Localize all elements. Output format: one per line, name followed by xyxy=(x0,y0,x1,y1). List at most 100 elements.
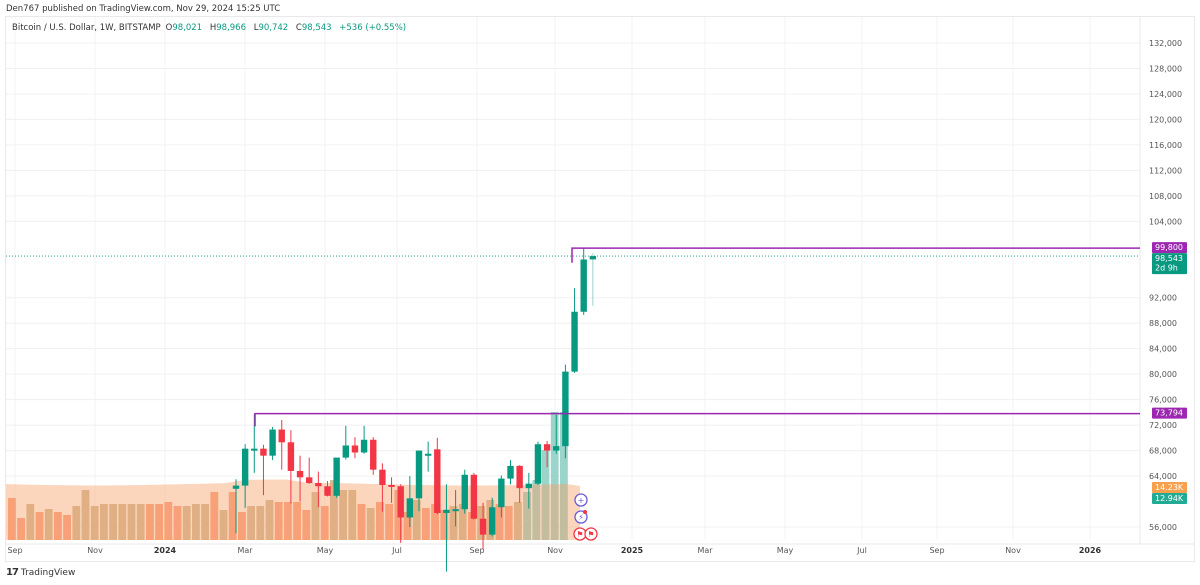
price-axis-label: 68,000 xyxy=(1149,447,1177,456)
time-axis-label: 2025 xyxy=(621,546,644,555)
time-axis-label: Mar xyxy=(697,546,713,555)
horizontal-levels[interactable] xyxy=(6,247,1140,427)
candlesticks xyxy=(232,248,597,572)
svg-text:12.94K: 12.94K xyxy=(1155,494,1184,503)
candle xyxy=(370,439,377,470)
grid-lines xyxy=(6,17,1195,545)
published-by: Den767 published on TradingView.com, Nov… xyxy=(6,4,281,14)
candle xyxy=(498,478,505,508)
price-axis-label: 120,000 xyxy=(1149,115,1182,124)
volume-bars xyxy=(8,412,568,540)
candle xyxy=(507,465,514,479)
price-axis-label: 128,000 xyxy=(1149,64,1182,73)
svg-text:2d 9h: 2d 9h xyxy=(1155,264,1178,273)
svg-text:⚑: ⚑ xyxy=(587,530,594,539)
time-axis-label: Nov xyxy=(1005,546,1021,555)
svg-text:14.23K: 14.23K xyxy=(1155,483,1184,492)
candle xyxy=(553,446,560,451)
candle xyxy=(315,483,322,487)
svg-text:⚑: ⚑ xyxy=(576,530,583,539)
time-axis[interactable]: Sep Nov 2024 Mar May Jul Sep Nov 2025 Mar May Jul Se… xyxy=(7,546,1101,555)
candle xyxy=(489,507,496,535)
candle xyxy=(443,509,450,513)
event-markers[interactable]: +⚡⚑ ⚑ xyxy=(573,493,598,541)
candle xyxy=(461,474,468,510)
ohlc-low: L90,742 xyxy=(253,23,289,33)
svg-text:98,543: 98,543 xyxy=(1155,254,1183,263)
time-axis-label: Jul xyxy=(856,546,867,555)
price-axis[interactable]: 132,000 128,000 124,000 120,000 116,000 112,0… xyxy=(1149,39,1182,532)
time-axis-label: 2024 xyxy=(154,546,177,555)
time-axis-label: Sep xyxy=(929,546,944,555)
price-change: +536 (+0.55%) xyxy=(339,23,407,33)
candle xyxy=(379,469,386,485)
candle xyxy=(351,445,359,453)
candle xyxy=(388,484,395,487)
candle xyxy=(232,485,240,489)
candle xyxy=(333,457,340,496)
time-axis-label: May xyxy=(777,546,794,555)
candle xyxy=(415,450,423,499)
us-flag-event-icon-2[interactable]: ⚑ xyxy=(584,527,598,541)
candle xyxy=(516,465,523,489)
time-axis-label: Sep xyxy=(7,546,22,555)
chart-frame[interactable] xyxy=(5,16,1195,562)
candle xyxy=(260,448,267,456)
candle xyxy=(287,442,295,471)
time-axis-label: 2026 xyxy=(1079,546,1102,555)
volume-ma-tag: 14.23K xyxy=(1152,482,1187,493)
price-axis-label: 84,000 xyxy=(1149,345,1177,354)
us-flag-event-icon[interactable]: ⚑ xyxy=(573,527,587,541)
price-axis-label: 64,000 xyxy=(1149,472,1177,481)
price-axis-label: 112,000 xyxy=(1149,166,1182,175)
candle xyxy=(397,486,404,518)
price-axis-label: 76,000 xyxy=(1149,396,1177,405)
price-axis-label: 104,000 xyxy=(1149,217,1182,226)
candle xyxy=(296,470,304,478)
price-axis-label: 88,000 xyxy=(1149,319,1177,328)
price-axis-label: 56,000 xyxy=(1149,523,1177,532)
support-line[interactable] xyxy=(254,412,1140,427)
time-axis-label: Nov xyxy=(87,546,103,555)
candle xyxy=(406,498,414,518)
brand-name: TradingView xyxy=(20,567,76,578)
candle xyxy=(342,445,349,458)
candle xyxy=(269,429,276,456)
ideas-plus-icon[interactable]: + xyxy=(574,493,588,507)
price-axis-label: 124,000 xyxy=(1149,90,1182,99)
price-axis-label: 116,000 xyxy=(1149,141,1182,150)
candle xyxy=(589,256,597,260)
candle xyxy=(241,448,249,486)
candle xyxy=(534,444,542,484)
svg-text:⚡: ⚡ xyxy=(578,513,584,522)
time-axis-label: Sep xyxy=(469,546,484,555)
lightning-event-icon[interactable]: ⚡ xyxy=(574,510,588,524)
tradingview-logo-icon: 17 xyxy=(6,567,19,578)
time-axis-label: Jul xyxy=(391,546,402,555)
svg-text:99,800: 99,800 xyxy=(1155,243,1183,252)
candle xyxy=(452,509,459,512)
time-axis-label: Nov xyxy=(547,546,563,555)
candle xyxy=(306,477,313,484)
price-axis-label: 80,000 xyxy=(1149,370,1177,379)
candle xyxy=(324,486,331,496)
candle xyxy=(434,449,441,513)
candle xyxy=(251,448,258,451)
candle xyxy=(360,439,368,453)
volume-tag: 12.94K xyxy=(1152,493,1187,504)
price-axis-label: 92,000 xyxy=(1149,294,1177,303)
candle xyxy=(580,259,587,312)
resistance-price-tag: 99,800 xyxy=(1152,242,1187,254)
ohlc-open: O98,021 xyxy=(165,23,203,33)
resistance-line[interactable] xyxy=(571,247,1140,263)
candle xyxy=(278,429,285,443)
time-axis-label: Mar xyxy=(237,546,253,555)
candle xyxy=(424,453,432,456)
candle xyxy=(470,474,478,519)
candle xyxy=(562,371,569,447)
price-axis-label: 132,000 xyxy=(1149,39,1182,48)
symbol-title[interactable]: Bitcoin / U.S. Dollar, 1W, BITSTAMP xyxy=(12,23,161,33)
